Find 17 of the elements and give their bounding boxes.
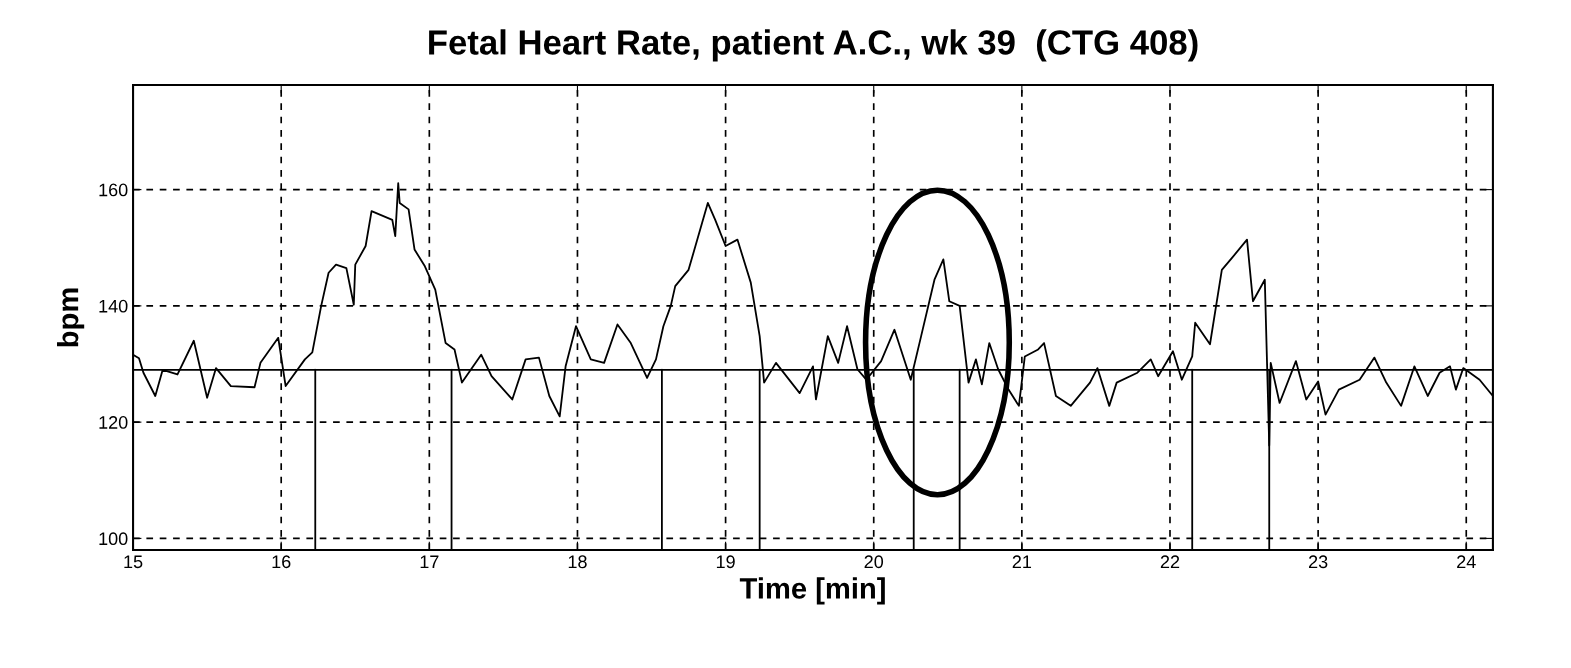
x-tick-label: 19 [716,555,735,569]
x-tick-label: 20 [864,555,884,569]
x-tick-label: 17 [420,555,439,568]
y-tick-label: 100 [99,532,128,546]
x-tick-label: 22 [1160,555,1180,568]
x-axis-title: Time [min] [739,577,885,605]
x-tick-label: 24 [1457,555,1476,568]
x-tick-label: 16 [272,555,291,569]
y-tick-label: 120 [99,416,128,429]
y-tick-label: 140 [99,299,128,313]
x-tick-label: 21 [1012,555,1032,568]
x-tick-label: 23 [1308,555,1328,569]
y-axis-title: bpm [57,288,85,347]
y-tick-label: 160 [99,183,128,197]
chart-title: Fetal Heart Rate, patient A.C., wk 39 (CTG 408) [429,29,1198,62]
x-tick-label: 18 [568,555,587,569]
x-tick-label: 15 [124,555,143,569]
